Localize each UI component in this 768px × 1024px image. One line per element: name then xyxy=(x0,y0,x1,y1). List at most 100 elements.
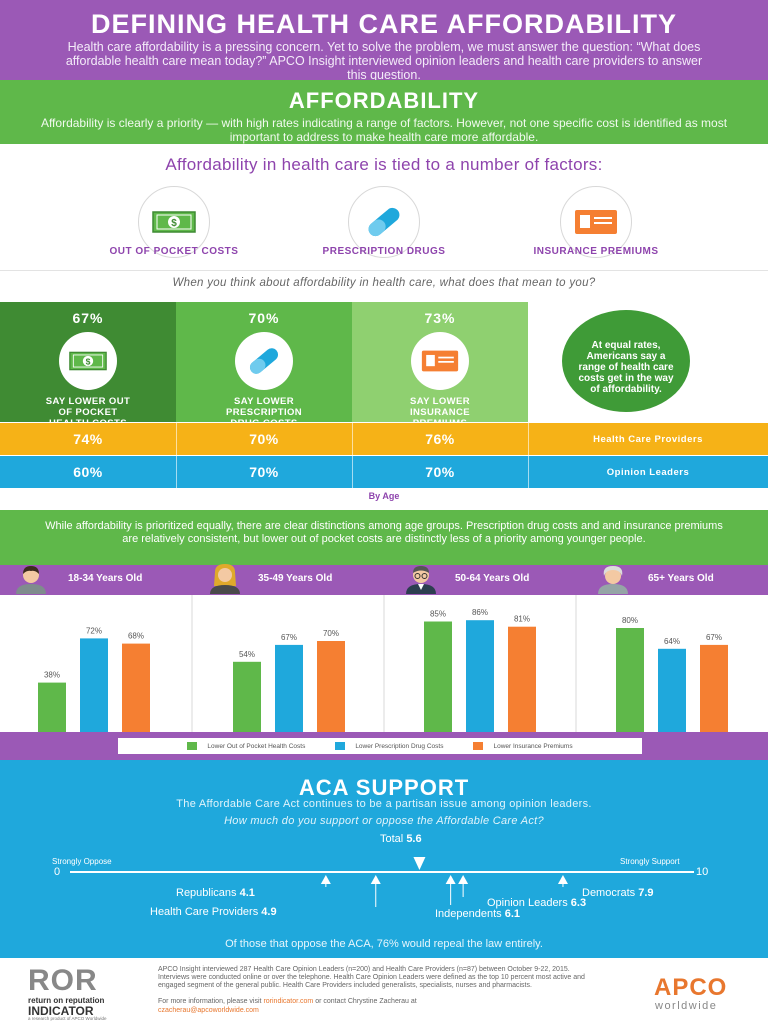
row-value: 70% xyxy=(425,464,455,480)
bar-value-label: 81% xyxy=(514,615,530,624)
stat-icon-circle xyxy=(411,332,469,390)
aca-total-name: Total xyxy=(380,833,404,845)
bar xyxy=(658,648,686,732)
contact-line: For more information, please visit rorin… xyxy=(158,998,417,1005)
age-group-label: 50-64 Years Old xyxy=(455,573,530,584)
bar xyxy=(275,644,303,732)
bar-value-label: 80% xyxy=(622,616,638,625)
stat-percent: 73% xyxy=(424,310,456,326)
aca-group-democrats: Democrats 7.9 xyxy=(582,887,654,899)
age-bar-chart: 38% 72% 68% 54% 67% 70% 85% 86% 81% 80% 64% 67% xyxy=(38,595,728,732)
legend-item: Lower Insurance Premiums xyxy=(473,742,573,750)
row-label: Opinion Leaders xyxy=(606,466,690,478)
page-subtitle: Health care affordability is a pressing … xyxy=(65,40,703,82)
affordability-banner: AFFORDABILITY Affordability is clearly a… xyxy=(0,80,768,144)
aca-total-label: Total 5.6 xyxy=(380,833,422,845)
bar xyxy=(700,644,728,732)
bar-value-label: 54% xyxy=(239,650,255,659)
pill-icon xyxy=(249,348,279,374)
svg-text:$: $ xyxy=(86,356,91,366)
bar xyxy=(233,661,261,732)
bar xyxy=(424,621,452,732)
aca-title: ACA SUPPORT xyxy=(298,775,470,800)
legend-item: Lower Prescription Drug Costs xyxy=(335,742,443,750)
bar xyxy=(80,638,108,732)
stat-out-of-pocket: 67% $ SAY LOWER OUT OF POCKET HEALTH COS… xyxy=(0,302,176,429)
bar-value-label: 85% xyxy=(430,610,446,619)
factor-label-prescription: PRESCRIPTION DRUGS xyxy=(322,246,446,257)
svg-text:$: $ xyxy=(171,218,177,229)
scale-max-value: 10 xyxy=(696,866,709,878)
bar-value-label: 67% xyxy=(706,633,722,642)
stat-icon-circle xyxy=(235,332,293,390)
group-marker xyxy=(557,875,568,884)
row-label: Health Care Providers xyxy=(593,433,703,445)
group-marker xyxy=(320,875,331,884)
footer xyxy=(0,960,768,1024)
legend-item: Lower Out of Pocket Health Costs xyxy=(187,742,305,750)
methodology-text: APCO Insight interviewed 287 Health Care… xyxy=(158,966,585,989)
bar-value-label: 68% xyxy=(128,632,144,641)
factor-cash-circle: $ xyxy=(138,186,210,258)
row-value: 74% xyxy=(73,431,103,447)
row-health-care-providers: 74% 70% 76% Health Care Providers xyxy=(0,423,768,455)
age-intro: While affordability is prioritized equal… xyxy=(0,510,768,565)
aca-total-value: 5.6 xyxy=(406,833,422,845)
young-person-icon xyxy=(16,566,46,594)
factor-idcard-circle xyxy=(560,186,632,258)
chart-legend: Lower Out of Pocket Health Costs Lower P… xyxy=(118,738,642,754)
stat-percent: 67% xyxy=(72,310,104,326)
age-group-label: 35-49 Years Old xyxy=(258,573,333,584)
group-marker xyxy=(458,875,469,884)
apco-worldwide: worldwide xyxy=(655,1000,718,1012)
total-marker xyxy=(413,857,426,870)
scale-min-label: Strongly Oppose xyxy=(52,857,112,866)
aca-footnote: Of those that oppose the ACA, 76% would … xyxy=(225,938,543,950)
bar-value-label: 70% xyxy=(323,629,339,638)
bar xyxy=(616,628,644,732)
bar xyxy=(122,643,150,732)
aca-group-providers: Health Care Providers 4.9 xyxy=(150,906,277,918)
group-marker xyxy=(445,875,456,884)
id-card-icon xyxy=(575,210,617,234)
cash-icon: $ xyxy=(152,211,196,233)
woman-icon xyxy=(210,564,240,594)
bar xyxy=(466,620,494,732)
survey-question: When you think about affordability in he… xyxy=(172,277,596,289)
legend-label: Lower Out of Pocket Health Costs xyxy=(207,742,306,750)
factors-heading: Affordability in health care is tied to … xyxy=(165,155,603,174)
bar-value-label: 67% xyxy=(281,633,297,642)
factor-label-insurance: INSURANCE PREMIUMS xyxy=(533,246,659,257)
ror-logo-sub3: a research product of APCO Worldwide xyxy=(28,1016,107,1021)
divider xyxy=(528,423,529,488)
header-banner: DEFINING HEALTH CARE AFFORDABILITY Healt… xyxy=(0,0,768,82)
legend-swatch xyxy=(473,742,484,750)
age-band xyxy=(0,565,768,595)
man-glasses-icon xyxy=(406,566,436,594)
bar xyxy=(317,641,345,732)
aca-question: How much do you support or oppose the Af… xyxy=(224,815,544,827)
page-title: DEFINING HEALTH CARE AFFORDABILITY xyxy=(91,9,677,39)
senior-woman-icon xyxy=(598,566,628,594)
bar-value-label: 72% xyxy=(86,626,102,635)
legend-swatch xyxy=(187,742,198,750)
aca-subtitle: The Affordable Care Act continues to be … xyxy=(176,798,592,810)
factor-label-out-of-pocket: OUT OF POCKET COSTS xyxy=(109,246,239,257)
bar xyxy=(38,682,66,732)
aca-scale xyxy=(70,857,694,907)
ror-logo: ROR xyxy=(28,964,98,997)
ror-link[interactable]: rorindicator.com xyxy=(263,998,314,1005)
legend-label: Lower Insurance Premiums xyxy=(493,742,573,750)
row-value: 70% xyxy=(249,464,279,480)
aca-group-republicans: Republicans 4.1 xyxy=(176,887,255,899)
by-age-label: By Age xyxy=(368,491,400,501)
factor-pill-circle xyxy=(348,186,420,258)
ror-logo-sub2: INDICATOR xyxy=(28,1004,94,1018)
cash-icon: $ xyxy=(69,351,107,371)
stat-insurance: 73% SAY LOWER INSURANCE PREMIUMS xyxy=(352,302,528,429)
contact-email-link[interactable]: czacherau@apcoworldwide.com xyxy=(158,1007,259,1014)
bar-value-label: 64% xyxy=(664,637,680,646)
divider xyxy=(176,423,177,488)
aca-group-opinion-leaders: Opinion Leaders 6.3 xyxy=(487,897,587,909)
row-value: 76% xyxy=(425,431,455,447)
